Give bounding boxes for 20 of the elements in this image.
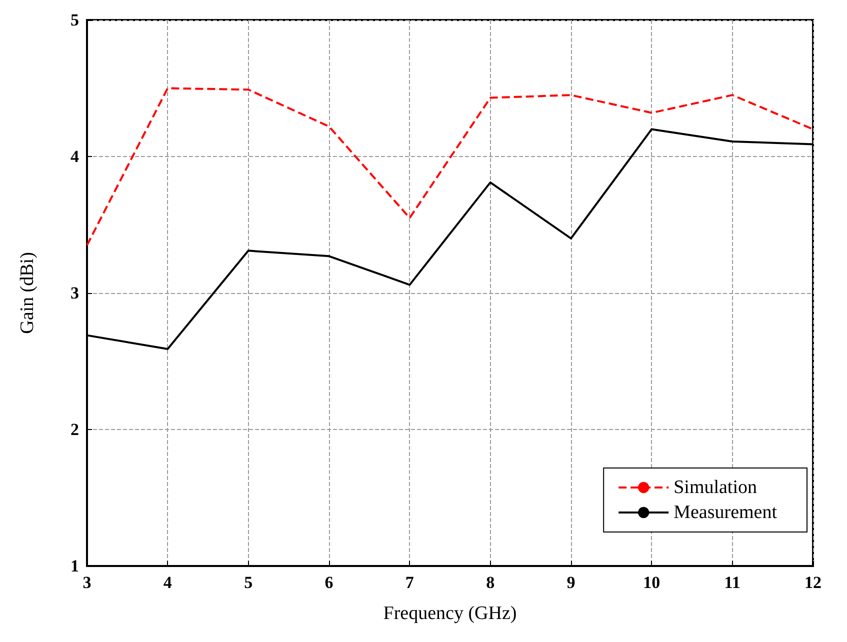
- x-axis-title: Frequency (GHz): [383, 603, 517, 624]
- legend-label: Simulation: [674, 477, 758, 498]
- x-tick-label: 11: [724, 573, 740, 592]
- y-tick-label: 4: [70, 147, 80, 166]
- y-tick-label: 5: [70, 10, 79, 30]
- x-tick-label: 10: [643, 573, 660, 592]
- y-tick-label: 1: [70, 556, 79, 576]
- y-tick-label: 3: [70, 284, 79, 302]
- y-axis-title: Gain (dBi): [17, 252, 38, 334]
- x-tick-label: 4: [163, 573, 172, 592]
- y-tick-label: 2: [70, 420, 79, 439]
- x-tick-label: 9: [566, 573, 576, 592]
- x-tick-label: 12: [804, 573, 822, 592]
- x-tick-label: 8: [486, 573, 495, 592]
- legend-label: Measurement: [674, 502, 778, 523]
- x-tick-label: 3: [82, 573, 92, 592]
- line-series: [86, 87, 814, 246]
- x-tick-label: 7: [405, 573, 414, 592]
- x-tick-label: 5: [244, 573, 253, 592]
- x-tick-label: 6: [324, 573, 334, 592]
